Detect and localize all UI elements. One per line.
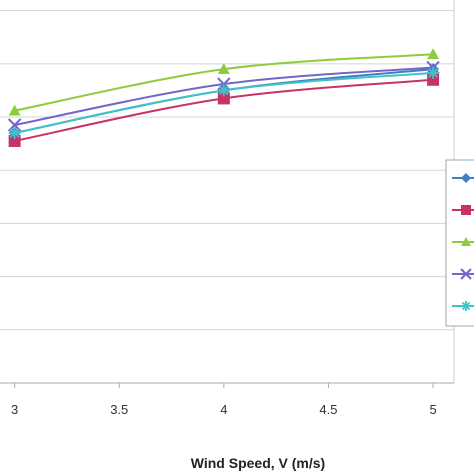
series-3 [8, 48, 440, 116]
data-point [217, 92, 230, 105]
legend-entry [452, 205, 474, 215]
data-point [8, 126, 21, 139]
x-tick-label: 5 [429, 402, 436, 417]
legend [445, 159, 474, 327]
x-axis-title: Wind Speed, V (m/s) [191, 455, 325, 471]
data-point [8, 104, 21, 116]
data-point [8, 134, 21, 147]
data-point [460, 268, 472, 280]
x-tick-label: 4.5 [319, 402, 337, 417]
data-point [217, 84, 230, 97]
legend-entry [452, 301, 474, 311]
x-tick-label: 4 [220, 402, 227, 417]
gridlines [0, 10, 454, 331]
x-tick-label: 3.5 [110, 402, 128, 417]
x-tick-label: 3 [11, 402, 18, 417]
data-point [461, 301, 471, 311]
x-tick-labels: 2.533.544.55 [11, 383, 437, 417]
data-point [427, 48, 440, 60]
data-point [461, 173, 471, 183]
data-point [461, 237, 471, 246]
data-point [217, 63, 230, 74]
data-point [427, 66, 440, 79]
series-5 [8, 66, 440, 139]
legend-entry [452, 237, 474, 246]
legend-entry [452, 268, 474, 280]
series-layer [7, 48, 440, 147]
data-point [217, 77, 231, 91]
data-point [461, 205, 471, 215]
legend-entry [452, 173, 474, 183]
